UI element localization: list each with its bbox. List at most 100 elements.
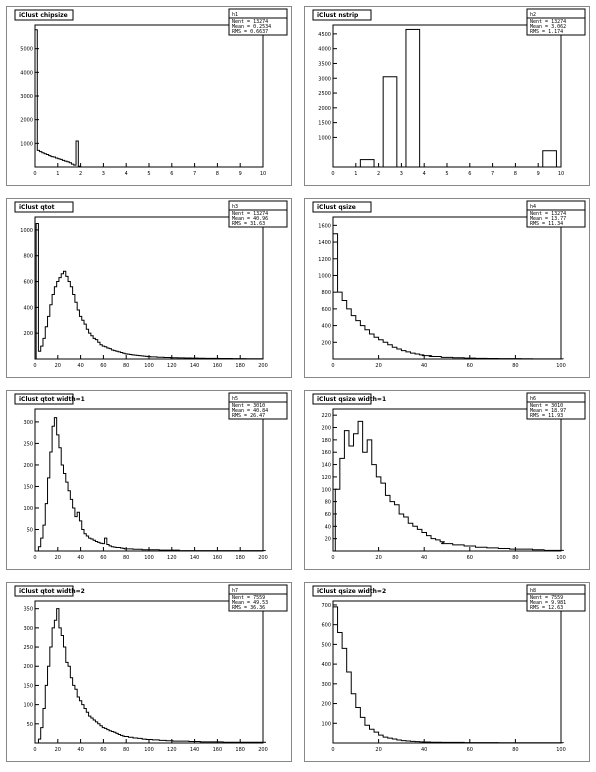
y-tick-label: 250	[23, 441, 33, 447]
y-tick-label: 150	[23, 484, 33, 490]
stats-value: 40.84	[253, 408, 268, 414]
y-tick-label: 1600	[318, 223, 331, 229]
histogram-pad: 0 20 40 60 80 100 100 200 300 400 500 600 700 iClust …	[304, 582, 590, 762]
y-tick-label: 300	[23, 420, 33, 426]
x-tick-label: 200	[258, 555, 268, 561]
stats-label: Nent =	[232, 595, 253, 601]
histogram-title: iClust qtot	[19, 204, 55, 211]
x-tick-label: 20	[55, 363, 61, 369]
x-tick-label: 60	[100, 555, 106, 561]
x-tick-label: 10	[558, 171, 564, 177]
title-box	[14, 393, 74, 405]
y-tick-label: 1000	[20, 228, 33, 234]
x-tick-label: 8	[514, 171, 517, 177]
histogram-svg: 0 20 40 60 80 100 20 40 60 80 100 120 140 160 180 200 22…	[312, 392, 586, 561]
stats-label: RMS =	[232, 221, 250, 227]
y-tick-label: 500	[321, 642, 331, 648]
stats-value: 18.97	[551, 408, 566, 414]
stats-value: 13274	[253, 211, 268, 217]
x-tick-label: 4	[125, 171, 128, 177]
histogram-svg: 0 20 40 60 80 100 200 400 600 800 1000 1200 1400 1600…	[312, 200, 586, 369]
plot-frame	[332, 24, 562, 168]
histogram-pad: 0 20 40 60 80 100 200 400 600 800 1000 1200 1400 1600…	[304, 198, 590, 378]
stats-box	[228, 392, 288, 420]
stats-box	[228, 8, 288, 36]
x-tick-label: 4	[423, 171, 426, 177]
x-tick-label: 40	[421, 555, 427, 561]
stats-row: RMS = 12.63	[530, 605, 563, 611]
x-tick-label: 60	[100, 747, 106, 753]
stats-value: 31.63	[250, 221, 265, 227]
y-tick-label: 600	[23, 280, 33, 286]
y-tick-label: 1000	[318, 273, 331, 279]
y-tick-label: 3000	[318, 76, 331, 82]
y-tick-label: 400	[23, 305, 33, 311]
stats-name: h5	[232, 396, 238, 402]
y-tick-label: 180	[321, 438, 331, 444]
x-tick-label: 160	[213, 363, 223, 369]
x-tick-label: 100	[144, 555, 154, 561]
stats-label: Mean =	[232, 408, 253, 414]
histogram-line	[332, 606, 564, 744]
stats-label: Nent =	[530, 19, 551, 25]
x-tick-label: 7	[491, 171, 494, 177]
x-tick-label: 80	[512, 555, 518, 561]
stats-row: Mean = 9.981	[530, 600, 566, 606]
y-tick-label: 100	[321, 487, 331, 493]
stats-value: 11.34	[548, 221, 563, 227]
x-tick-label: 60	[467, 363, 473, 369]
x-tick-label: 5	[445, 171, 448, 177]
histogram-title: iClust nstrip	[317, 12, 359, 19]
y-tick-label: 200	[23, 463, 33, 469]
stats-label: Nent =	[232, 19, 253, 25]
histogram-pad: 0 20 40 60 80 100 120 140 160 180 200 200 400 600 800 1…	[6, 198, 292, 378]
plot-frame	[34, 24, 264, 168]
title-box	[312, 9, 372, 21]
x-tick-label: 200	[258, 363, 268, 369]
y-tick-label: 120	[321, 475, 331, 481]
x-tick-label: 100	[556, 555, 566, 561]
histogram-title: iClust qtot width=1	[19, 396, 85, 403]
y-tick-label: 50	[27, 527, 33, 533]
x-tick-label: 0	[331, 555, 334, 561]
stats-label: Nent =	[530, 211, 551, 217]
stats-value: 7559	[551, 595, 563, 601]
stats-label: Mean =	[530, 600, 551, 606]
stats-row: Mean = 40.84	[232, 408, 268, 414]
y-tick-label: 4000	[318, 47, 331, 53]
y-tick-label: 100	[23, 506, 33, 512]
histogram-line	[35, 222, 264, 360]
stats-value: 13274	[551, 211, 566, 217]
y-tick-label: 400	[321, 324, 331, 330]
stats-name: h8	[530, 588, 536, 594]
x-tick-label: 0	[33, 363, 36, 369]
x-tick-label: 140	[190, 363, 200, 369]
x-tick-label: 80	[512, 363, 518, 369]
stats-label: Nent =	[232, 403, 253, 409]
stats-name: h6	[530, 396, 536, 402]
stats-value: 13.77	[551, 216, 566, 222]
stats-row: Nent = 3010	[530, 403, 563, 409]
stats-label: RMS =	[530, 221, 548, 227]
x-tick-label: 100	[556, 747, 566, 753]
x-tick-label: 120	[167, 747, 177, 753]
y-tick-label: 700	[321, 603, 331, 609]
y-tick-label: 100	[321, 721, 331, 727]
stats-value: 7559	[253, 595, 265, 601]
y-tick-label: 200	[321, 702, 331, 708]
histogram-pad: 0 1 2 3 4 5 6 7 8 9 10 1000 2000 3000 4000 5000 iClust c…	[6, 6, 292, 186]
y-tick-label: 1500	[318, 121, 331, 127]
y-tick-label: 40	[325, 524, 331, 530]
histogram-title: iClust qsize width=2	[317, 588, 386, 595]
x-tick-label: 1	[354, 171, 357, 177]
x-tick-label: 0	[33, 171, 36, 177]
stats-label: Mean =	[530, 24, 551, 30]
x-tick-label: 6	[468, 171, 471, 177]
stats-row: Mean = 0.2534	[232, 24, 271, 30]
stats-label: RMS =	[530, 605, 548, 611]
x-tick-label: 20	[375, 363, 381, 369]
y-tick-label: 1000	[20, 141, 33, 147]
y-tick-label: 400	[321, 662, 331, 668]
stats-value: 13274	[551, 19, 566, 25]
y-tick-label: 2000	[318, 106, 331, 112]
